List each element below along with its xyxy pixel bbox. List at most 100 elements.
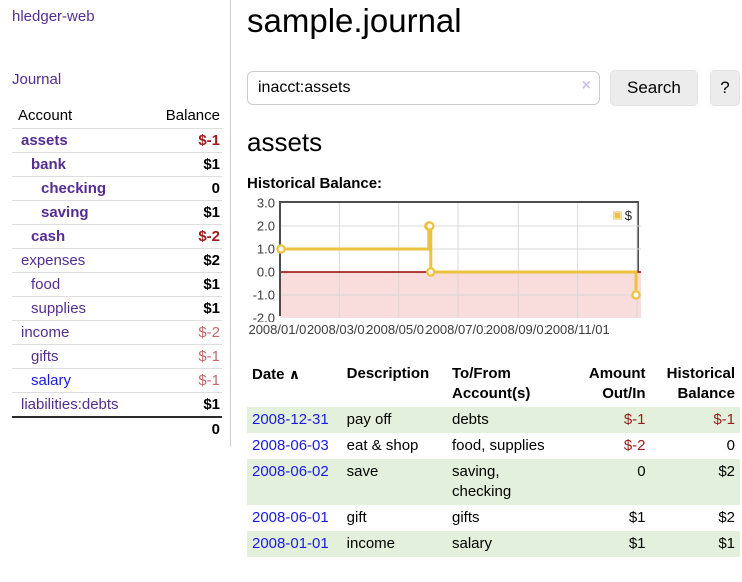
account-link-income[interactable]: income [21,324,70,341]
accounts-header-balance: Balance [165,107,220,124]
y-tick-label: 1.0 [256,241,275,257]
transaction-amount: 0 [637,463,646,480]
clear-search-icon[interactable]: × [581,77,591,94]
x-tick-label: 2008/11/01 [545,322,610,337]
search-input[interactable] [247,71,600,105]
transaction-balance: $2 [718,509,735,526]
account-row: cash $-2 [12,224,222,249]
transaction-accounts: saving, checking [452,463,512,500]
transaction-description: pay off [346,411,392,428]
transaction-description: eat & shop [346,437,419,454]
account-link-saving[interactable]: saving [41,204,89,221]
accounts-table: Account Balance assets $-1 bank $1 check… [12,103,222,441]
accounts-header-row: Account Balance [12,103,222,129]
chart-plot-area: $ [276,201,641,318]
help-button[interactable]: ? [709,70,740,106]
account-balance: $1 [144,392,222,417]
account-row: salary $-1 [12,368,222,393]
balance-chart-svg [276,203,641,318]
register-row: 2008-06-01 gift gifts $1 $2 [247,505,740,531]
transaction-accounts: gifts [452,509,480,526]
transaction-amount: $-2 [623,437,646,454]
x-tick-label: 2008/05/01 [366,322,432,337]
register-row: 2008-06-03 eat & shop food, supplies $-2… [247,433,740,459]
app-brand-link[interactable]: hledger-web [12,8,95,25]
transaction-amount: $1 [628,509,646,526]
register-table: Date ∧ Description To/From Account(s) Am… [247,361,740,557]
account-link-food[interactable]: food [31,276,61,293]
account-row: expenses $2 [12,248,222,273]
account-heading: assets [247,127,323,157]
register-header-date[interactable]: Date ∧ [252,366,301,383]
y-tick-label: -1.0 [252,287,275,303]
search-input-wrap: × [247,71,600,105]
y-tick-label: 3.0 [256,195,275,211]
account-row: saving $1 [12,200,222,225]
main-content: sample.journal × Search ? assets Histori… [231,0,742,557]
account-balance: 0 [144,176,222,201]
account-balance: $-1 [144,344,222,369]
register-header-balance: Historical Balance [666,365,735,402]
account-link-expenses[interactable]: expenses [21,252,86,269]
account-link-liabilities-debts[interactable]: liabilities:debts [21,396,119,413]
account-balance: $1 [144,152,222,177]
account-row: assets $-1 [12,128,222,153]
x-tick-label: 2008/09/01 [485,322,551,337]
transaction-balance: $-1 [713,411,735,428]
transaction-date-link[interactable]: 2008-06-03 [252,437,329,454]
sort-asc-icon: ∧ [288,366,301,382]
transaction-accounts: salary [452,535,493,552]
x-tick-label: 2008/07/01 [425,322,491,337]
transaction-date-link[interactable]: 2008-06-01 [252,509,329,526]
account-link-bank[interactable]: bank [31,156,67,173]
account-link-cash[interactable]: cash [31,228,66,245]
account-balance: $1 [144,272,222,297]
y-tick-label: -2.0 [252,310,275,326]
account-link-gifts[interactable]: gifts [31,348,59,365]
transaction-date-link[interactable]: 2008-06-02 [252,463,329,480]
register-header-row: Date ∧ Description To/From Account(s) Am… [247,361,740,407]
register-header-amount: Amount Out/In [588,365,646,402]
account-balance: $-1 [144,128,222,153]
chart-legend: $ [612,208,632,223]
transaction-balance: 0 [726,437,735,454]
x-tick-label: 2008/01/01 [248,322,314,337]
legend-swatch-icon [612,211,622,220]
account-link-checking[interactable]: checking [41,180,107,197]
sidebar-item-journal[interactable]: Journal [12,71,62,88]
transaction-balance: $1 [718,535,735,552]
y-tick-label: 2.0 [256,218,275,234]
page-title: sample.journal [247,2,462,39]
transaction-date-link[interactable]: 2008-12-31 [252,411,329,428]
transaction-amount: $1 [628,535,646,552]
transaction-balance: $2 [718,463,735,480]
account-balance: $2 [144,248,222,273]
account-balance: $-2 [144,320,222,345]
register-row: 2008-12-31 pay off debts $-1 $-1 [247,407,740,433]
account-link-assets[interactable]: assets [21,132,68,149]
search-form: × Search ? [247,70,740,106]
account-row: income $-2 [12,320,222,345]
register-row: 2008-01-01 income salary $1 $1 [247,531,740,557]
y-axis-labels: 3.0 2.0 1.0 0.0 -1.0 -2.0 [247,196,279,326]
transaction-description: income [346,535,396,552]
account-row: bank $1 [12,152,222,177]
transaction-description: save [346,463,379,480]
transaction-date-link[interactable]: 2008-01-01 [252,535,329,552]
register-row: 2008-06-02 save saving, checking 0 $2 [247,459,740,505]
account-link-salary[interactable]: salary [31,372,72,389]
accounts-total-value: 0 [144,416,222,441]
x-axis-labels: 2008/01/01 2008/03/01 2008/05/01 2008/07/01… [248,322,740,339]
accounts-total-row: 0 [12,416,222,441]
search-button[interactable]: Search [610,70,698,106]
transaction-amount: $-1 [623,411,646,428]
transaction-description: gift [346,509,367,526]
account-row: liabilities:debts $1 [12,392,222,417]
transaction-accounts: food, supplies [452,437,545,454]
historical-balance-chart: 3.0 2.0 1.0 0.0 -1.0 -2.0 $ 2008/01/01 2008/03… [247,196,740,339]
sidebar: hledger-web Journal Account Balance asse… [0,0,231,447]
chart-title: Historical Balance: [247,175,383,192]
account-balance: $-2 [144,224,222,249]
account-link-supplies[interactable]: supplies [31,300,87,317]
